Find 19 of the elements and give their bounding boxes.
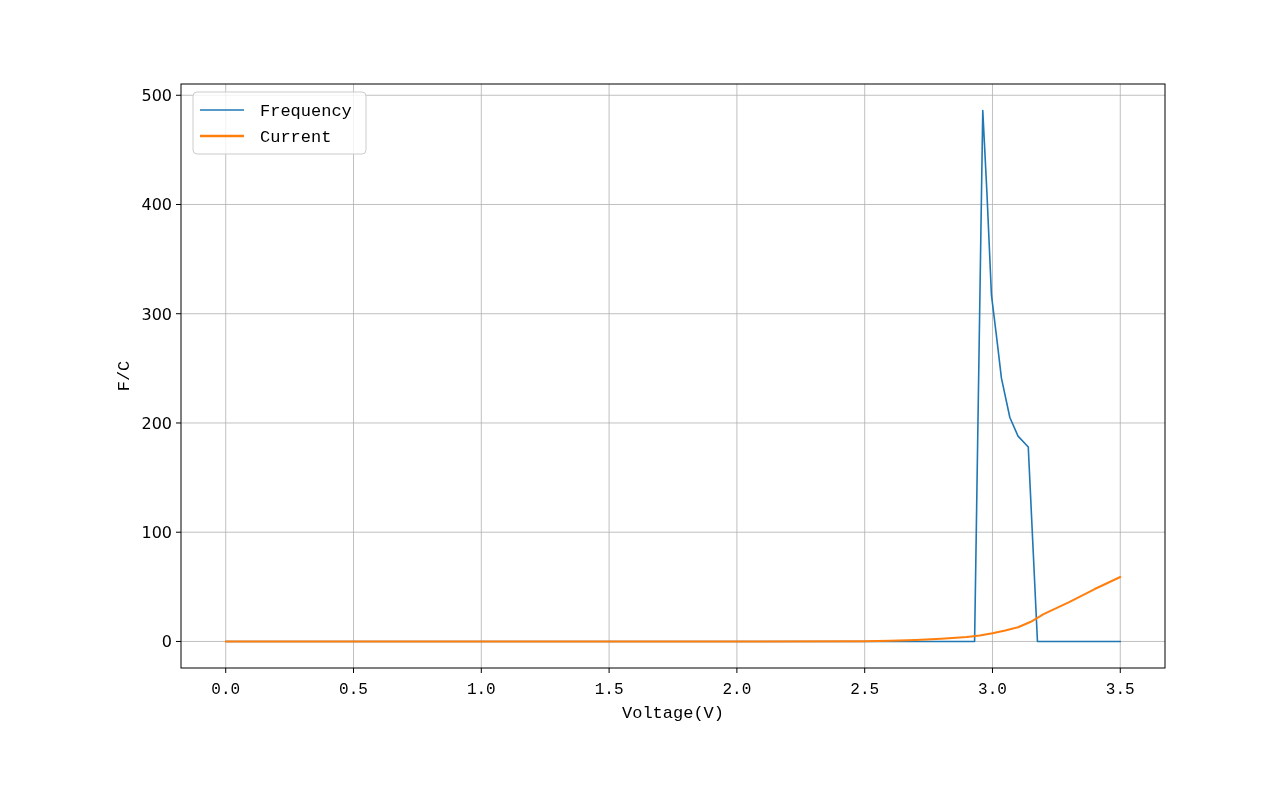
y-tick-label: 200: [141, 413, 172, 433]
y-tick-label: 0: [161, 632, 172, 652]
x-tick-label: 0.5: [339, 681, 368, 699]
y-tick-label: 500: [141, 86, 172, 106]
legend-label: Current: [260, 128, 332, 147]
x-axis-title: Voltage(V): [621, 704, 725, 723]
x-tick-label: 2.0: [722, 681, 752, 699]
y-axis-title: F/C: [115, 360, 134, 392]
x-tick-label: 0.0: [211, 681, 241, 699]
line-series: [224, 576, 1122, 643]
x-tick-label: 2.5: [850, 681, 880, 699]
x-tick-label: 1.5: [594, 681, 624, 699]
x-tick-label: 3.0: [978, 681, 1007, 699]
x-tick-label: 3.5: [1105, 681, 1135, 699]
x-tick-label: 1.0: [466, 681, 496, 699]
y-tick-label: 300: [141, 304, 172, 324]
y-tick-label: 100: [141, 523, 172, 543]
y-tick-label: 400: [141, 195, 172, 215]
legend-label: Frequency: [260, 102, 352, 121]
